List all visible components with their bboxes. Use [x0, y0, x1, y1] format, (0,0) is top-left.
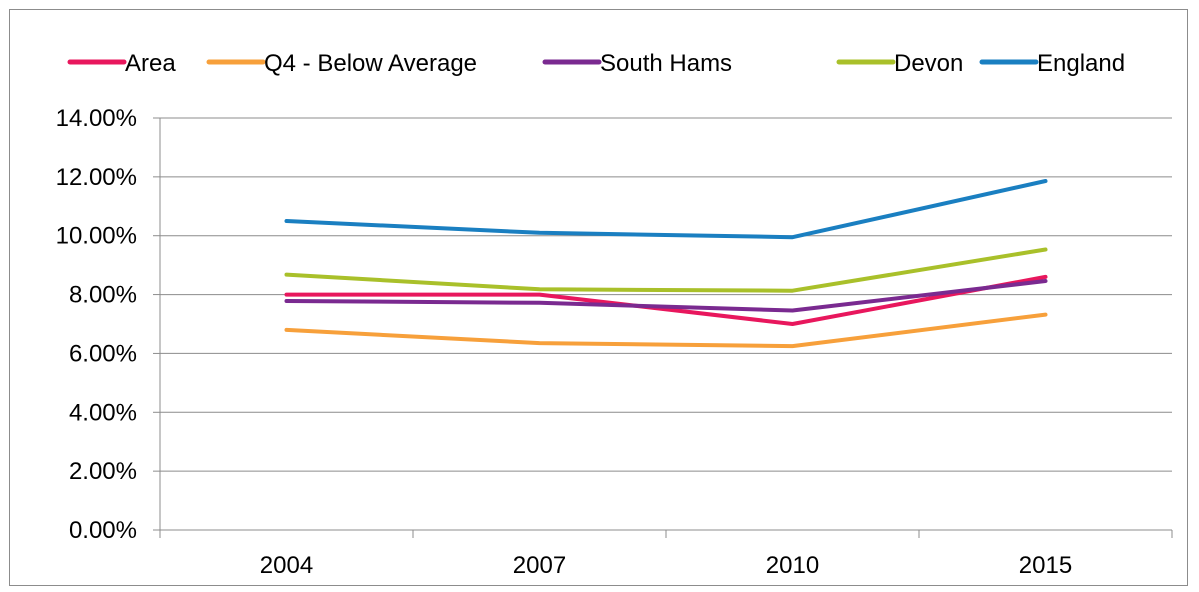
series-line-england — [284, 179, 1048, 240]
series-lines — [284, 179, 1048, 349]
series-line-devon — [284, 247, 1048, 293]
y-tick-label: 0.00% — [69, 517, 137, 544]
y-tick-label: 10.00% — [56, 223, 137, 250]
x-tick-label: 2010 — [766, 552, 819, 579]
legend-label-area: Area — [125, 50, 176, 77]
legend-label-england: England — [1037, 50, 1125, 77]
y-tick-label: 14.00% — [56, 105, 137, 132]
legend-label-devon: Devon — [894, 50, 963, 77]
x-tick-label: 2004 — [260, 552, 313, 579]
series-line-south-hams — [284, 279, 1048, 313]
gridlines — [153, 117, 1172, 531]
x-axis-ticks: 2004 2007 2010 2015 — [260, 552, 1072, 579]
legend-label-south-hams: South Hams — [600, 50, 732, 77]
series-line-q4-below-average — [284, 312, 1048, 349]
axes — [159, 118, 1173, 538]
y-tick-label: 8.00% — [69, 282, 137, 309]
y-axis-ticks: 0.00% 2.00% 4.00% 6.00% 8.00% 10.00% 12.00% 14.… — [56, 105, 137, 544]
y-tick-label: 6.00% — [69, 340, 137, 367]
y-tick-label: 4.00% — [69, 399, 137, 426]
y-tick-label: 2.00% — [69, 458, 137, 485]
legend-label-q4-below-average: Q4 - Below Average — [264, 50, 477, 77]
chart-frame — [9, 9, 1188, 586]
chart-legend: Area Q4 - Below Average South Hams Devon Eng… — [67, 50, 1125, 77]
x-tick-label: 2007 — [513, 552, 566, 579]
y-tick-label: 12.00% — [56, 164, 137, 191]
series-line-area — [284, 274, 1048, 326]
x-tick-label: 2015 — [1019, 552, 1072, 579]
